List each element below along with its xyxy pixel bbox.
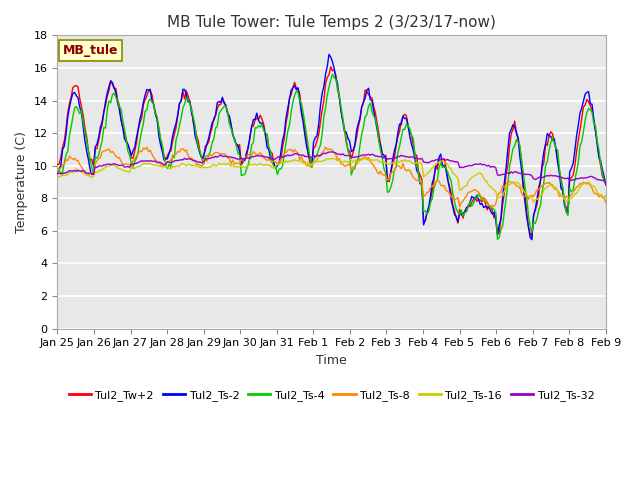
- X-axis label: Time: Time: [316, 354, 347, 367]
- Legend: Tul2_Tw+2, Tul2_Ts-2, Tul2_Ts-4, Tul2_Ts-8, Tul2_Ts-16, Tul2_Ts-32: Tul2_Tw+2, Tul2_Ts-2, Tul2_Ts-4, Tul2_Ts…: [65, 385, 599, 405]
- Text: MB_tule: MB_tule: [63, 44, 118, 57]
- Y-axis label: Temperature (C): Temperature (C): [15, 131, 28, 233]
- Title: MB Tule Tower: Tule Temps 2 (3/23/17-now): MB Tule Tower: Tule Temps 2 (3/23/17-now…: [167, 15, 496, 30]
